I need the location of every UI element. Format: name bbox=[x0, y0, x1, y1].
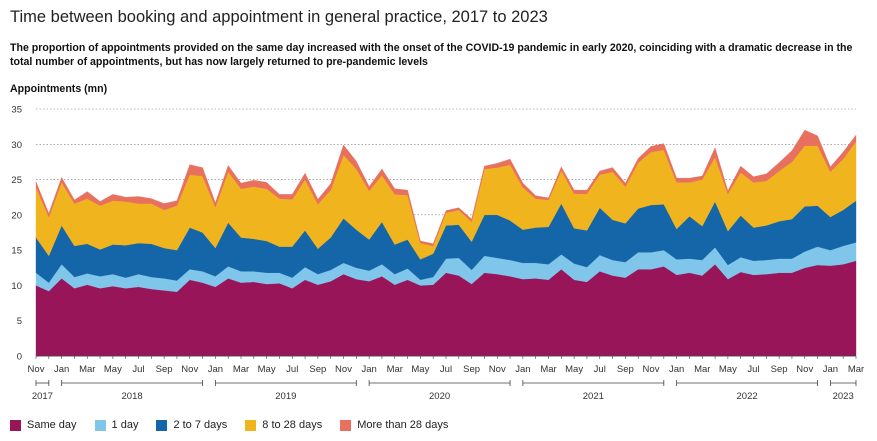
legend-swatch bbox=[156, 420, 167, 431]
x-tick-label: May bbox=[104, 364, 122, 375]
legend-item: 1 day bbox=[95, 419, 139, 431]
x-tick-label: Jul bbox=[132, 364, 144, 375]
legend-item: 2 to 7 days bbox=[156, 419, 227, 431]
legend-label: 2 to 7 days bbox=[173, 419, 227, 431]
x-tick-label: Mar bbox=[540, 364, 556, 375]
x-tick-label: Nov bbox=[796, 364, 813, 375]
x-tick-label: May bbox=[411, 364, 429, 375]
legend-label: Same day bbox=[27, 419, 77, 431]
x-tick-label: Sep bbox=[309, 364, 326, 375]
year-label: 2018 bbox=[122, 391, 143, 402]
legend-label: 8 to 28 days bbox=[262, 419, 322, 431]
year-label: 2021 bbox=[583, 391, 604, 402]
y-tick-label: 25 bbox=[11, 175, 22, 186]
x-tick-label: Nov bbox=[643, 364, 660, 375]
y-tick-label: 35 bbox=[11, 105, 22, 116]
year-label: 2022 bbox=[737, 391, 758, 402]
y-tick-label: 10 bbox=[11, 281, 22, 292]
x-tick-label: Sep bbox=[771, 364, 788, 375]
y-tick-label: 20 bbox=[11, 210, 22, 221]
x-tick-label: Mar bbox=[387, 364, 403, 375]
legend: Same day 1 day 2 to 7 days 8 to 28 days More… bbox=[10, 419, 466, 431]
x-tick-label: Jan bbox=[823, 364, 838, 375]
legend-swatch bbox=[10, 420, 21, 431]
x-tick-label: Sep bbox=[463, 364, 480, 375]
x-tick-label: Jan bbox=[208, 364, 223, 375]
x-tick-label: Jul bbox=[286, 364, 298, 375]
year-label: 2019 bbox=[275, 391, 296, 402]
x-tick-label: Nov bbox=[489, 364, 506, 375]
x-tick-label: Jan bbox=[669, 364, 684, 375]
x-tick-label: Jan bbox=[515, 364, 530, 375]
legend-item: 8 to 28 days bbox=[245, 419, 322, 431]
y-tick-label: 15 bbox=[11, 246, 22, 257]
legend-item: Same day bbox=[10, 419, 77, 431]
legend-item: More than 28 days bbox=[340, 419, 448, 431]
x-tick-label: Jan bbox=[54, 364, 69, 375]
x-tick-label: Jan bbox=[361, 364, 376, 375]
stacked-area-chart: 0 5 10 15 20 25 30 35 Nov Jan Mar May Jul Sep Nov Jan M… bbox=[0, 0, 877, 441]
x-tick-label: Sep bbox=[156, 364, 173, 375]
year-label: 2023 bbox=[833, 391, 854, 402]
x-tick-label: Mar bbox=[694, 364, 710, 375]
x-tick-label: Mar bbox=[79, 364, 95, 375]
y-tick-label: 30 bbox=[11, 140, 22, 151]
x-tick-label: Nov bbox=[335, 364, 352, 375]
year-label: 2020 bbox=[429, 391, 450, 402]
legend-label: 1 day bbox=[112, 419, 139, 431]
y-tick-label: 0 bbox=[17, 352, 22, 363]
x-tick-label: Mar bbox=[848, 364, 864, 375]
legend-swatch bbox=[245, 420, 256, 431]
y-tick-label: 5 bbox=[17, 316, 22, 327]
x-tick-label: Mar bbox=[233, 364, 249, 375]
legend-swatch bbox=[340, 420, 351, 431]
x-tick-label: Nov bbox=[28, 364, 45, 375]
year-label: 2017 bbox=[32, 391, 53, 402]
legend-swatch bbox=[95, 420, 106, 431]
series-areas bbox=[36, 130, 856, 356]
x-tick-label: May bbox=[565, 364, 583, 375]
x-tick-label: Jul bbox=[594, 364, 606, 375]
x-tick-label: May bbox=[719, 364, 737, 375]
x-tick-label: May bbox=[258, 364, 276, 375]
x-tick-label: Jul bbox=[440, 364, 452, 375]
x-tick-label: Sep bbox=[617, 364, 634, 375]
legend-label: More than 28 days bbox=[357, 419, 448, 431]
x-tick-label: Jul bbox=[747, 364, 759, 375]
axes: Nov Jan Mar May Jul Sep Nov Jan Mar May Jul Sep Nov J… bbox=[28, 356, 865, 402]
x-tick-label: Nov bbox=[181, 364, 198, 375]
